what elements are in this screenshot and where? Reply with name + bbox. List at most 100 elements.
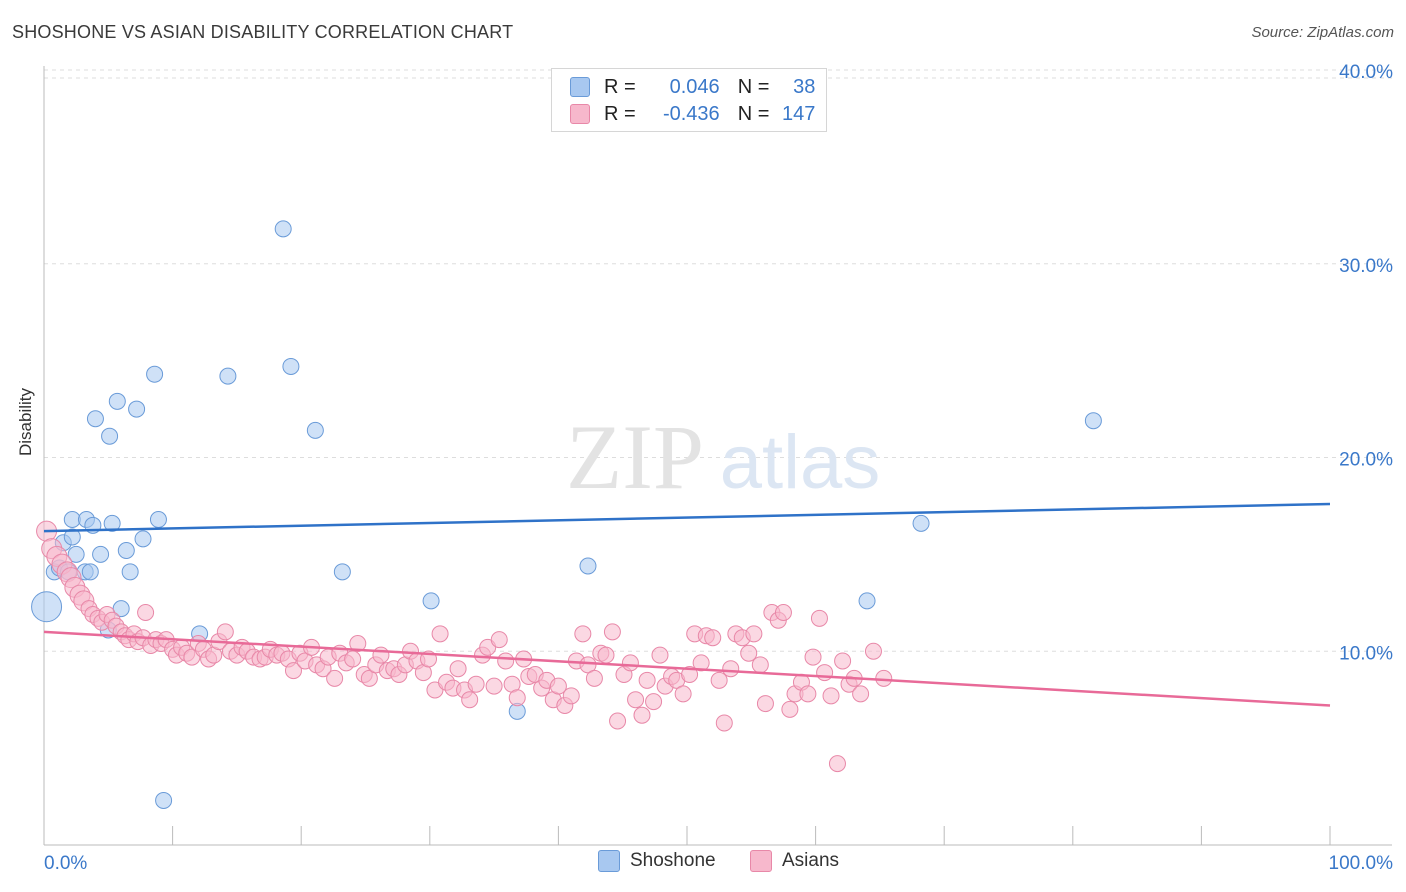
asians-point-59 [344, 650, 362, 668]
bottom-legend-swatch-asians [750, 850, 772, 872]
shoshone-point-15 [101, 427, 119, 445]
asians-point-104 [609, 712, 627, 730]
asians-point-121 [710, 671, 728, 689]
bottom-legend: Shoshone Asians [0, 850, 1406, 878]
shoshone-point-20 [121, 563, 139, 581]
legend-r-value-asians: -0.436 [662, 102, 720, 125]
axes [43, 66, 1392, 846]
legend-r-label: R = [604, 75, 636, 98]
asians-point-133 [781, 700, 799, 718]
bottom-legend-shoshone[interactable]: Shoshone [598, 850, 716, 872]
asians-point-37 [216, 623, 234, 641]
asians-point-98 [574, 625, 592, 643]
asians-point-74 [431, 625, 449, 643]
shoshone-point-25 [155, 791, 173, 809]
watermark: ZIP atlas [566, 406, 880, 508]
asians-point-136 [799, 685, 817, 703]
asians-point-83 [485, 677, 503, 695]
legend-row-shoshone: R = 0.046 N = 38 [570, 75, 815, 99]
shoshone-point-27 [219, 367, 237, 385]
asians-point-147 [875, 669, 893, 687]
bottom-legend-label-shoshone: Shoshone [630, 850, 716, 871]
asians-point-138 [810, 609, 828, 627]
asians-point-84 [490, 631, 508, 649]
series-shoshone [31, 220, 1102, 809]
y-tick-label-10: 10.0% [1339, 643, 1393, 664]
legend-swatch-asians [570, 104, 590, 124]
shoshone-point-0 [31, 591, 63, 623]
series-asians [36, 520, 893, 773]
shoshone-point-22 [134, 530, 152, 548]
shoshone-point-24 [149, 511, 167, 528]
x-tick-label-max: 100.0% [1329, 853, 1394, 874]
asians-point-139 [816, 664, 834, 682]
asians-point-85 [497, 652, 515, 670]
legend-row-asians: R = -0.436 N = 147 [570, 102, 815, 126]
asians-point-94 [549, 677, 567, 695]
bottom-legend-asians[interactable]: Asians [750, 850, 839, 872]
asians-trend-line [43, 630, 1331, 707]
x-tick-label-min: 0.0% [44, 853, 87, 874]
asians-point-102 [597, 646, 615, 664]
asians-point-87 [508, 689, 526, 707]
shoshone-point-36 [912, 514, 930, 532]
legend-n-value-asians: 147 [782, 102, 816, 125]
shoshone-point-5 [63, 528, 81, 546]
asians-point-146 [864, 642, 882, 660]
asians-point-118 [692, 654, 710, 672]
asians-point-140 [822, 687, 840, 705]
asians-point-116 [681, 666, 699, 683]
asians-point-79 [461, 691, 479, 709]
asians-point-126 [740, 644, 758, 662]
shoshone-point-12 [86, 410, 104, 428]
watermark-atlas: atlas [720, 420, 881, 505]
shoshone-point-32 [422, 592, 440, 610]
asians-point-127 [745, 625, 763, 643]
asians-point-111 [651, 646, 669, 664]
asians-point-96 [562, 687, 580, 705]
shoshone-point-6 [63, 511, 81, 528]
asians-point-106 [621, 654, 639, 672]
correlation-legend: R = 0.046 N = 38 R = -0.436 N = 147 [551, 68, 827, 132]
legend-r-label: R = [604, 102, 636, 125]
asians-point-107 [627, 691, 645, 709]
shoshone-point-21 [128, 400, 146, 418]
asians-point-141 [828, 755, 846, 773]
asians-point-22 [137, 604, 155, 621]
bottom-legend-label-asians: Asians [782, 850, 840, 871]
asians-point-56 [326, 669, 344, 687]
shoshone-point-31 [333, 563, 351, 581]
asians-point-145 [852, 685, 870, 703]
asians-point-99 [579, 656, 597, 674]
asians-point-142 [834, 652, 852, 670]
asians-point-108 [633, 706, 651, 724]
y-tick-labels: 10.0% 20.0% 30.0% 40.0% [1339, 62, 1393, 664]
y-tick-label-40: 40.0% [1339, 62, 1393, 83]
asians-point-109 [638, 671, 656, 689]
asians-point-122 [715, 714, 733, 732]
legend-n-label: N = [737, 102, 770, 125]
data-points [31, 220, 1102, 809]
asians-point-120 [704, 629, 722, 647]
shoshone-point-30 [306, 421, 324, 439]
asians-point-64 [372, 646, 390, 664]
asians-point-77 [449, 660, 467, 678]
shoshone-point-17 [108, 392, 126, 410]
shoshone-trend-line [43, 502, 1331, 533]
shoshone-point-16 [103, 514, 121, 532]
legend-n-value-shoshone: 38 [793, 75, 816, 98]
legend-n-label: N = [737, 75, 770, 98]
legend-r-value-shoshone: 0.046 [669, 75, 720, 98]
shoshone-point-19 [117, 542, 135, 559]
trend-lines [43, 502, 1331, 707]
y-tick-label-20: 20.0% [1339, 450, 1393, 471]
asians-point-132 [774, 604, 792, 621]
chart-source: Source: ZipAtlas.com [1251, 24, 1394, 41]
asians-point-137 [804, 648, 822, 666]
shoshone-point-29 [282, 357, 300, 375]
x-tick-labels: 0.0% 100.0% [44, 853, 1393, 874]
asians-point-60 [349, 635, 367, 652]
asians-point-100 [585, 669, 603, 687]
y-tick-label-30: 30.0% [1339, 256, 1393, 277]
